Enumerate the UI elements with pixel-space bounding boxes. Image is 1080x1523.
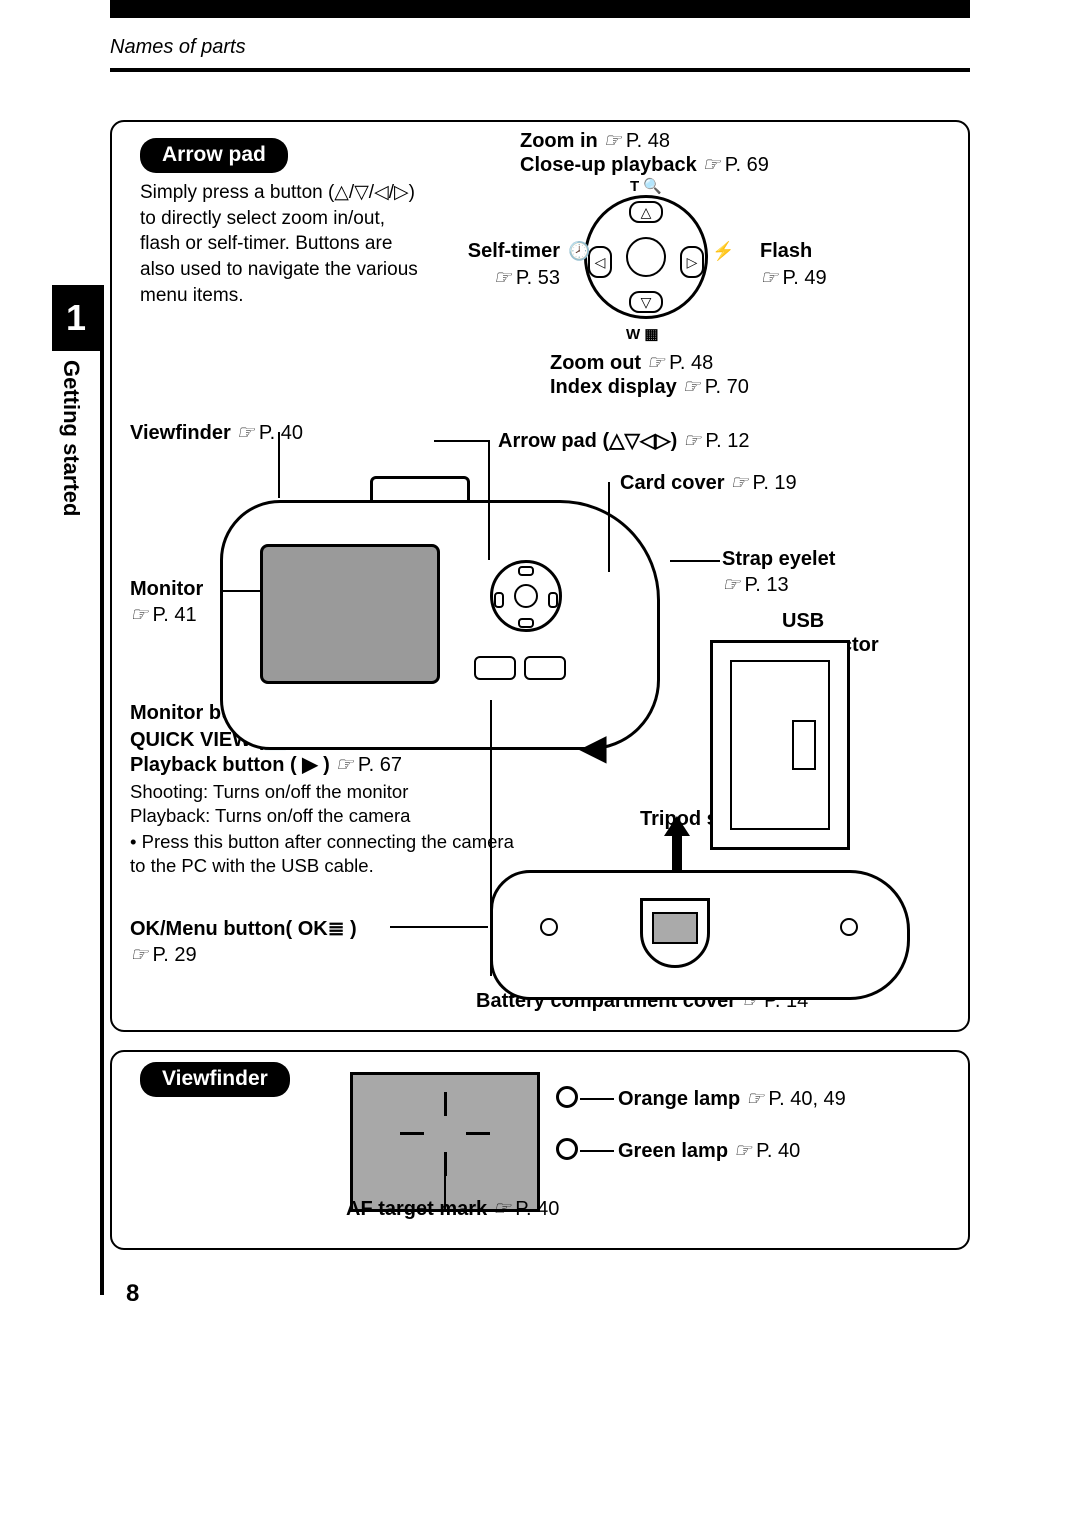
arrow-up-icon [664,816,690,870]
camera-monitor-part [260,544,440,684]
okmenu-page: ☞ P. 29 [130,942,197,967]
header-rule [110,68,970,72]
monbtn-desc-line2: Playback: Turns on/off the camera [130,805,410,826]
strap-eyelet-label: Strap eyelet [722,548,835,571]
camera-back-diagram [200,470,720,800]
viewfinder-heading-pill: Viewfinder [140,1062,290,1097]
camera-arrowpad-up [518,566,534,576]
flash-page: ☞ P. 49 [760,265,827,290]
usb-label-1: USB [782,610,824,633]
af-mark-right [466,1132,490,1135]
pad-left-button: ◁ [588,246,612,278]
usb-arrow-icon: ◄ [570,720,616,774]
pad-center [626,237,666,277]
leader-battery [490,700,492,976]
closeup-playback-label: Close-up playback ☞ P. 69 [520,152,769,177]
camera-ok-btn [524,656,566,680]
self-timer-label: Self-timer [440,240,560,263]
side-label: Getting started [58,360,84,516]
green-lamp-icon [556,1138,578,1160]
leader-arrowpad [488,440,490,560]
leader-arrowpad-h [434,440,490,442]
chapter-number: 1 [52,285,100,351]
arrowpad-heading-pill: Arrow pad [140,138,288,173]
orange-lamp-icon [556,1086,578,1108]
green-lamp-label: Green lamp ☞ P. 40 [618,1138,800,1163]
arrowpad-diagram: T 🔍 △ ▽ ◁ ▷ 🕗 ⚡ W ▦ [566,185,726,345]
af-mark-left [400,1132,424,1135]
monitor-page: ☞ P. 41 [130,602,197,627]
pad-w-mark: W ▦ [626,325,659,343]
left-rule [100,285,104,1295]
strap-eyelet-page: ☞ P. 13 [722,572,789,597]
leader-viewfinder [278,432,280,498]
okmenu-label: OK/Menu button( OK≣ ) [130,916,357,941]
usb-connector-part [792,720,816,770]
af-mark-top [444,1092,447,1116]
camera-quickview-btn [474,656,516,680]
arrowpad-description: Simply press a button (△/▽/◁/▷) to direc… [140,180,420,308]
bottom-screw-2 [840,918,858,936]
flash-label: Flash [760,240,812,263]
camera-arrowpad-right [548,592,558,608]
zoom-in-label: Zoom in ☞ P. 48 [520,128,670,153]
camera-arrowpad-down [518,618,534,628]
index-display-label: Index display ☞ P. 70 [550,374,749,399]
leader-strap [670,560,720,562]
camera-arrowpad-left [494,592,504,608]
top-bar [110,0,970,18]
camera-arrowpad-center [514,584,538,608]
flash-icon: ⚡ [712,241,734,262]
leader-orange [580,1098,614,1100]
monitor-button-bullet: • Press this button after connecting the… [130,830,530,878]
pad-up-button: △ [629,201,663,223]
page-number: 8 [126,1280,139,1308]
leader-green [580,1150,614,1152]
bottom-screw-1 [540,918,558,936]
zoom-out-label: Zoom out ☞ P. 48 [550,350,713,375]
leader-okmenu [390,926,488,928]
pad-t-mark: T 🔍 [630,177,662,195]
self-timer-page: ☞ P. 53 [440,265,560,290]
pad-right-button: ▷ [680,246,704,278]
header-title: Names of parts [110,36,246,59]
orange-lamp-label: Orange lamp ☞ P. 40, 49 [618,1086,846,1111]
leader-cardcover [608,482,610,572]
af-target-label: AF target mark ☞ P. 40 [346,1196,559,1221]
side-label-text: Getting started [59,360,84,516]
leader-monitor [220,590,260,592]
monitor-label: Monitor [130,578,203,601]
pad-down-button: ▽ [629,291,663,313]
battery-cover-latch-inner [652,912,698,944]
self-timer-icon: 🕗 [568,241,590,262]
arrowpad-callout-label: Arrow pad (△▽◁▷) ☞ P. 12 [498,428,749,453]
